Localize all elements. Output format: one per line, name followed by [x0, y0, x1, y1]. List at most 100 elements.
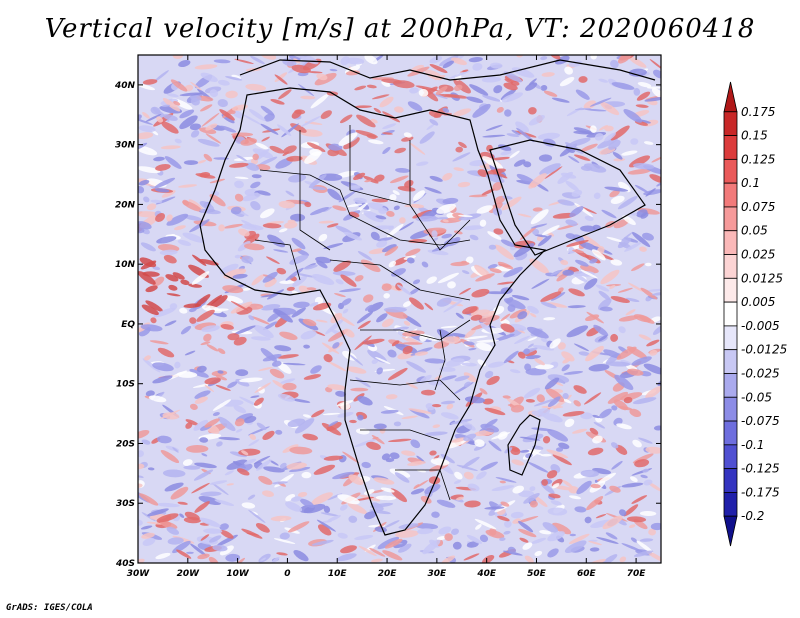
field-patch: [290, 213, 306, 222]
field-patch: [534, 550, 543, 557]
field-patch: [497, 281, 515, 285]
field-patch: [343, 231, 363, 241]
field-patch: [184, 511, 200, 521]
field-patch: [528, 114, 545, 126]
field-patch: [610, 333, 619, 342]
field-patch: [379, 96, 394, 108]
field-patch: [578, 351, 590, 356]
field-patch: [318, 233, 328, 242]
field-patch: [463, 372, 477, 383]
field-patch: [234, 176, 249, 180]
field-patch: [445, 358, 465, 367]
field-patch: [429, 63, 448, 74]
field-patch: [610, 125, 630, 141]
field-patch: [453, 84, 463, 91]
field-patch: [271, 556, 280, 563]
field-patch: [337, 532, 348, 539]
field-patch: [557, 199, 575, 206]
field-patch: [500, 287, 513, 295]
field-patch: [276, 267, 287, 275]
field-patch: [364, 511, 377, 520]
field-patch: [442, 107, 450, 113]
field-patch: [357, 414, 364, 421]
field-patch: [208, 556, 219, 563]
lat-label: 30S: [116, 499, 135, 509]
field-patch: [534, 234, 548, 238]
field-patch: [502, 395, 511, 399]
field-patch: [550, 270, 561, 276]
field-patch: [392, 190, 400, 196]
field-patch: [476, 471, 487, 480]
field-patch: [647, 86, 661, 89]
field-patch: [327, 188, 342, 201]
field-patch: [624, 242, 642, 252]
field-patch: [442, 219, 449, 223]
field-patch: [326, 421, 342, 432]
field-patch: [261, 136, 270, 142]
field-patch: [530, 223, 548, 229]
field-patch: [179, 92, 203, 97]
colorbar-label: 0.125: [741, 152, 775, 166]
field-patch: [543, 317, 556, 321]
field-patch: [373, 423, 387, 430]
field-patch: [339, 114, 353, 124]
field-patch: [575, 259, 589, 267]
field-patch: [580, 143, 598, 152]
field-patch: [560, 259, 569, 266]
field-patch: [220, 529, 234, 539]
field-patch: [615, 444, 628, 455]
field-patch: [235, 428, 243, 433]
field-patch: [311, 409, 325, 418]
field-patch: [625, 297, 640, 303]
field-patch: [419, 374, 432, 384]
field-patch: [386, 223, 404, 238]
field-patch: [332, 342, 340, 349]
field-patch: [645, 386, 661, 399]
field-patch: [610, 195, 625, 204]
field-patch: [552, 483, 560, 489]
field-patch: [155, 552, 171, 560]
field-patch: [141, 439, 151, 445]
field-patch: [479, 534, 489, 543]
field-patch: [562, 393, 569, 400]
field-patch: [234, 557, 246, 563]
field-patch: [630, 537, 638, 543]
lon-label: 60E: [577, 569, 597, 579]
field-patch: [152, 362, 174, 372]
field-patch: [280, 378, 296, 384]
field-patch: [194, 64, 218, 70]
field-patch: [652, 325, 661, 335]
field-patch: [510, 80, 520, 86]
field-patch: [213, 59, 231, 64]
field-patch: [138, 125, 156, 133]
field-patch: [248, 439, 260, 447]
field-patch: [568, 288, 585, 297]
field-patch: [592, 435, 603, 444]
field-patch: [438, 526, 452, 535]
field-patch: [266, 256, 280, 264]
field-patch: [587, 447, 604, 456]
field-patch: [282, 362, 306, 366]
field-patch: [203, 153, 213, 162]
field-patch: [623, 504, 639, 517]
field-patch: [537, 235, 552, 247]
field-patch: [364, 179, 372, 183]
field-patch: [503, 266, 523, 278]
field-patch: [290, 123, 307, 133]
field-patch: [651, 292, 661, 296]
field-patch: [547, 429, 569, 442]
field-patch: [297, 491, 308, 498]
field-patch: [568, 486, 579, 494]
field-patch: [644, 96, 661, 102]
field-patch: [138, 166, 161, 174]
field-patch: [335, 279, 344, 285]
field-patch: [576, 480, 592, 495]
field-patch: [537, 132, 561, 140]
field-patch: [493, 228, 504, 235]
field-patch: [534, 358, 545, 366]
field-patch: [588, 540, 602, 546]
field-patch: [234, 58, 254, 65]
colorbar-label: -0.075: [741, 414, 780, 428]
field-patch: [274, 345, 292, 352]
field-patch: [191, 482, 210, 494]
